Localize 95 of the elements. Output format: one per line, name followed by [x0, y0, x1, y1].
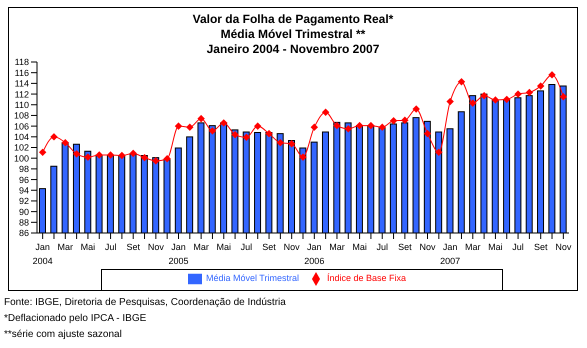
- point: [118, 152, 126, 160]
- point: [503, 96, 510, 103]
- point: [242, 134, 250, 141]
- x-tick-label: Jan 2005: [168, 242, 189, 266]
- point: [152, 157, 160, 164]
- point: [254, 122, 262, 130]
- point: [62, 139, 69, 146]
- point: [435, 148, 442, 156]
- x-tick-label: Jul: [104, 242, 116, 252]
- x-tick-label: Set: [534, 242, 548, 252]
- x-tick-label: Mar: [329, 242, 345, 252]
- x-tick-label: Nov: [420, 242, 436, 252]
- point: [164, 155, 171, 162]
- point: [367, 122, 374, 130]
- x-tick-label: Set: [262, 242, 276, 252]
- y-tick-label: 104: [14, 132, 29, 142]
- x-tick-label: Jan 2004: [32, 242, 53, 266]
- x-tick-label: Mai: [352, 242, 367, 252]
- x-tick-label: Mai: [488, 242, 503, 252]
- point: [186, 124, 194, 131]
- point: [96, 151, 103, 158]
- point: [446, 98, 454, 106]
- y-tick-label: 110: [14, 100, 29, 110]
- point: [424, 130, 432, 138]
- x-tick-label: Nov: [555, 242, 572, 252]
- point: [480, 92, 488, 100]
- x-tick-label: Jul: [376, 242, 388, 252]
- point: [514, 90, 522, 98]
- point: [220, 119, 228, 126]
- x-tick-label: Set: [126, 242, 140, 252]
- y-tick-label: 108: [14, 110, 29, 121]
- point: [130, 150, 137, 157]
- point: [198, 115, 205, 122]
- point: [412, 106, 420, 113]
- x-tick-label: Mar: [58, 242, 74, 252]
- point: [378, 124, 386, 131]
- point: [84, 154, 92, 161]
- x-tick-label: Nov: [148, 242, 164, 252]
- point: [141, 154, 148, 162]
- point: [401, 116, 408, 124]
- y-tick-label: 96: [18, 174, 29, 185]
- y-tick-label: 102: [14, 142, 29, 153]
- x-tick-label: Mar: [193, 242, 209, 252]
- point: [537, 82, 544, 90]
- point: [300, 154, 306, 161]
- point: [288, 140, 296, 148]
- y-tick-label: 90: [18, 206, 29, 217]
- point: [469, 100, 476, 107]
- point: [232, 131, 239, 138]
- x-tick-label: Mai: [80, 242, 96, 252]
- text: *Deflacionado pelo IPCA - IBGE: [4, 312, 148, 326]
- x-tick-label: Nov: [284, 242, 300, 252]
- point: [322, 108, 330, 116]
- y-tick-label: 114: [14, 78, 29, 89]
- x-tick-label: Mar: [465, 242, 481, 252]
- point: [560, 93, 567, 100]
- point: [39, 148, 46, 156]
- x-tick-label: Jul: [240, 242, 252, 252]
- y-tick-label: 98: [18, 164, 29, 174]
- x-tick-label: Jan 2006: [304, 242, 324, 266]
- x-tick-label: Set: [398, 242, 412, 252]
- y-tick-label: 116: [14, 68, 29, 78]
- point: [526, 88, 533, 96]
- point: [107, 151, 114, 158]
- source-note: Fonte: IBGE, Diretoria de Pesquisas, Coordenação de Indústria: [4, 296, 286, 310]
- chart-subtitle: Média Móvel Trimestral ** Janeiro 2004 - Novembro 2007: [206, 27, 380, 57]
- text: **série com ajuste sazonal: [4, 328, 123, 342]
- point: [208, 127, 216, 134]
- point: [50, 133, 58, 140]
- y-tick-label: 106: [14, 121, 29, 132]
- point: [310, 124, 318, 131]
- point: [458, 78, 465, 86]
- y-tick-label: 94: [18, 185, 29, 196]
- point: [344, 125, 352, 132]
- point: [356, 122, 364, 130]
- point: [174, 122, 182, 130]
- point: [492, 96, 499, 104]
- legend-label: Índice de Base Fixa: [326, 273, 406, 283]
- y-tick-label: 92: [18, 196, 29, 206]
- y-tick-label: 112: [14, 89, 29, 100]
- y-tick-label: 88: [18, 218, 29, 228]
- y-tick-label: 118: [14, 57, 29, 68]
- point: [390, 117, 398, 124]
- point: [276, 139, 284, 146]
- chart-title: Valor da Folha de Pagamento Real*: [192, 12, 394, 27]
- point: [266, 130, 273, 138]
- y-tick-label: 100: [14, 153, 29, 164]
- point: [73, 150, 80, 158]
- x-tick-label: Jul: [512, 242, 524, 252]
- x-tick-label: Mai: [216, 242, 232, 252]
- x-tick-label: Jan 2007: [440, 242, 460, 266]
- point: [333, 122, 340, 130]
- legend-label: Média Móvel Trimestral: [206, 273, 299, 283]
- y-tick-label: 86: [18, 228, 29, 238]
- point: [548, 71, 556, 78]
